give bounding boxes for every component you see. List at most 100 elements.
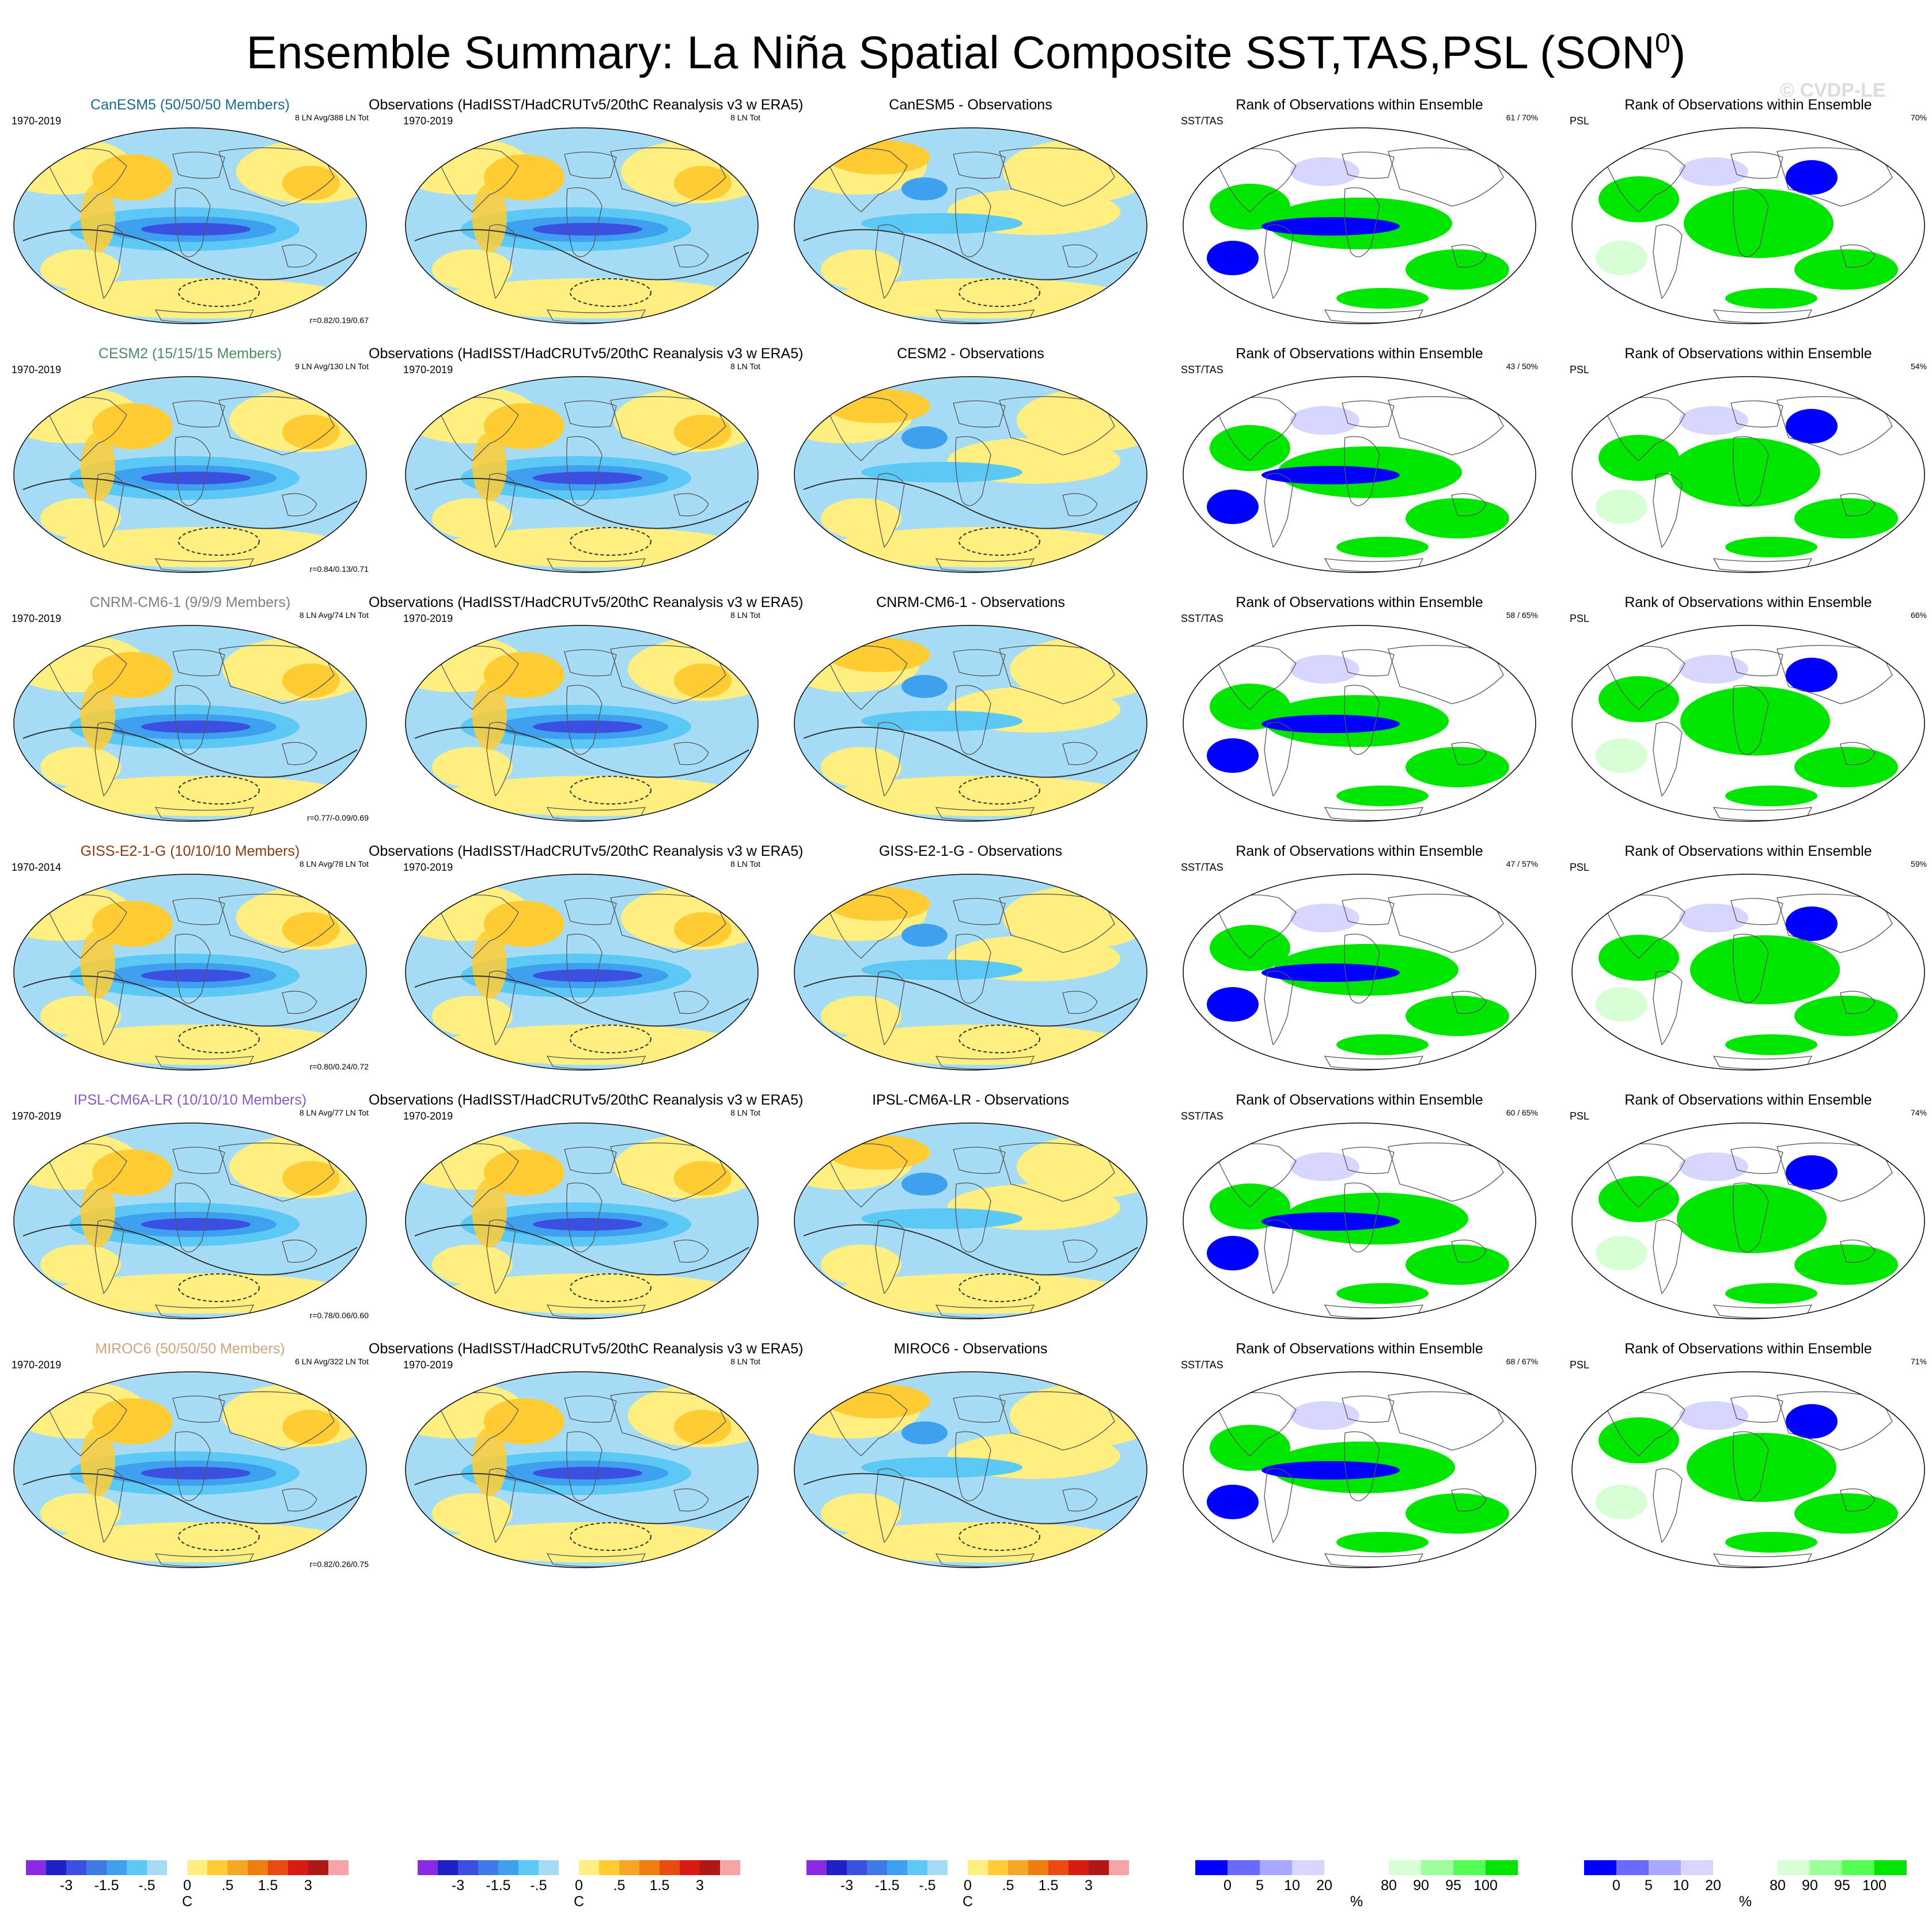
colorbar-unit: C [573,1894,585,1910]
colorbar-cell [1109,1860,1129,1875]
ln-count: 8 LN Tot [730,859,760,868]
variable-label: PSL [1570,613,1590,624]
colorbar-tick-label: -3 [840,1877,854,1894]
period-label: 1970-2019 [12,364,62,375]
colorbar-tick-label: -1.5 [874,1877,900,1894]
colorbar-cell [1842,1860,1874,1875]
rank-value: 74% [1910,1108,1927,1117]
panel-title: CESM2 (15/15/15 Members) [98,346,282,362]
ln-count: 8 LN Tot [730,362,760,371]
panel-title: Observations (HadISST/HadCRUTv5/20thC Re… [369,1341,804,1357]
colorbar-cell [579,1860,599,1875]
period-label: 1970-2019 [403,862,453,873]
variable-label: SST/TAS [1181,115,1223,127]
ln-count: 8 LN Tot [730,113,760,122]
colorbar-cell [1584,1860,1616,1875]
panel-giss-e2-1-g-obs: Observations (HadISST/HadCRUTv5/20thC Re… [369,833,803,1080]
colorbar-tick-label: 20 [1705,1877,1721,1894]
colorbar-unit: % [1350,1894,1363,1910]
colorbar-cell [1389,1860,1421,1875]
colorbar-cell [1048,1860,1069,1875]
variable-label: SST/TAS [1181,1110,1223,1122]
rank-value: 70% [1910,113,1927,122]
panel-title: Observations (HadISST/HadCRUTv5/20thC Re… [369,97,804,113]
colorbar-cell [418,1860,438,1875]
ln-count: 8 LN Avg/74 LN Tot [299,610,369,620]
colorbar-cell [518,1860,539,1875]
map-plot [405,1122,759,1319]
panel-cesm2-rank-psl: Rank of Observations within Ensemble PSL 5… [1558,335,1932,583]
panel-canesm5-diff: CanESM5 - Observations [781,86,1161,334]
colorbar-cell [438,1860,458,1875]
ln-count: 8 LN Avg/77 LN Tot [299,1108,369,1117]
colorbar-cell [1195,1860,1228,1875]
panel-giss-e2-1-g-rank-sst: Rank of Observations within Ensemble SST/… [1169,833,1550,1080]
period-label: 1970-2019 [403,364,453,375]
ln-count: 8 LN Avg/78 LN Tot [299,859,369,868]
map-plot [794,874,1147,1071]
rank-value: 59% [1910,859,1927,868]
colorbar-cell [559,1860,579,1875]
colorbar-unit: C [181,1894,193,1910]
panel-canesm5-rank-psl: Rank of Observations within Ensemble PSL 7… [1558,86,1932,334]
panel-title: CanESM5 (50/50/50 Members) [90,97,290,113]
temp-colorbar: -3 -1.5 -.5 0 .5 1.5 3 C [418,1860,740,1912]
colorbar-cell [1228,1860,1260,1875]
ln-count: 8 LN Tot [730,1357,760,1366]
colorbar-tick-label: -.5 [530,1877,547,1894]
temp-colorbar: -3 -1.5 -.5 0 .5 1.5 3 C [806,1860,1129,1912]
colorbar-tick-label: -.5 [919,1877,936,1894]
colorbar-cell [308,1860,328,1875]
colorbar-cell [107,1860,127,1875]
panel-canesm5-model: CanESM5 (50/50/50 Members) 1970-2019 8 LN … [0,86,380,334]
colorbar-tick-label: -3 [59,1877,73,1894]
map-plot [1571,625,1925,822]
colorbar-cell [328,1860,348,1875]
colorbar-cell [806,1860,827,1875]
colorbar-cell [907,1860,927,1875]
period-label: 1970-2014 [12,862,62,873]
panel-miroc6-rank-sst: Rank of Observations within Ensemble SST/… [1169,1330,1550,1578]
map-plot [1183,1371,1536,1568]
panel-giss-e2-1-g-model: GISS-E2-1-G (10/10/10 Members) 1970-2014 8… [0,833,380,1080]
colorbar-cell [248,1860,268,1875]
pattern-correlation: r=0.80/0.24/0.72 [309,1062,369,1071]
panel-title: CNRM-CM6-1 - Observations [876,594,1065,610]
colorbar-tick-label: .5 [221,1877,234,1894]
colorbar-tick-label: 3 [696,1877,704,1894]
map-plot [405,625,759,822]
colorbar-cell [46,1860,66,1875]
map-plot [1183,625,1536,822]
colorbar-cell [1008,1860,1028,1875]
colorbar-cell [700,1860,720,1875]
colorbar-cell [228,1860,248,1875]
panel-title: Rank of Observations within Ensemble [1236,97,1483,113]
ln-count: 8 LN Tot [730,610,760,620]
panel-ipsl-cm6a-lr-rank-sst: Rank of Observations within Ensemble SST/… [1169,1082,1550,1329]
map-plot [1571,1371,1925,1568]
colorbar-tick-label: 5 [1645,1877,1653,1894]
map-plot [1183,376,1536,573]
variable-label: SST/TAS [1181,613,1223,624]
panel-title: Observations (HadISST/HadCRUTv5/20thC Re… [369,843,804,859]
map-plot [794,127,1147,324]
ln-count: 6 LN Avg/322 LN Tot [295,1357,369,1366]
colorbar-tick-label: 0 [1223,1877,1232,1894]
colorbar-cell [86,1860,107,1875]
colorbar-cell [680,1860,700,1875]
panel-miroc6-model: MIROC6 (50/50/50 Members) 1970-2019 6 LN A… [0,1330,380,1578]
panel-ipsl-cm6a-lr-model: IPSL-CM6A-LR (10/10/10 Members) 1970-2019… [0,1082,380,1329]
watermark: © CVDP-LE [1780,79,1886,101]
panel-miroc6-obs: Observations (HadISST/HadCRUTv5/20thC Re… [369,1330,803,1578]
colorbar-cell [1453,1860,1486,1875]
colorbar-cell [127,1860,147,1875]
colorbar-cell [827,1860,847,1875]
rank-value: 68 / 67% [1506,1357,1538,1366]
panel-cesm2-diff: CESM2 - Observations [781,335,1161,583]
period-label: 1970-2019 [403,1359,453,1371]
map-plot [13,376,367,573]
map-plot [1183,127,1536,324]
map-plot [13,127,367,324]
colorbar-tick-label: 90 [1802,1877,1818,1894]
map-plot [794,376,1147,573]
